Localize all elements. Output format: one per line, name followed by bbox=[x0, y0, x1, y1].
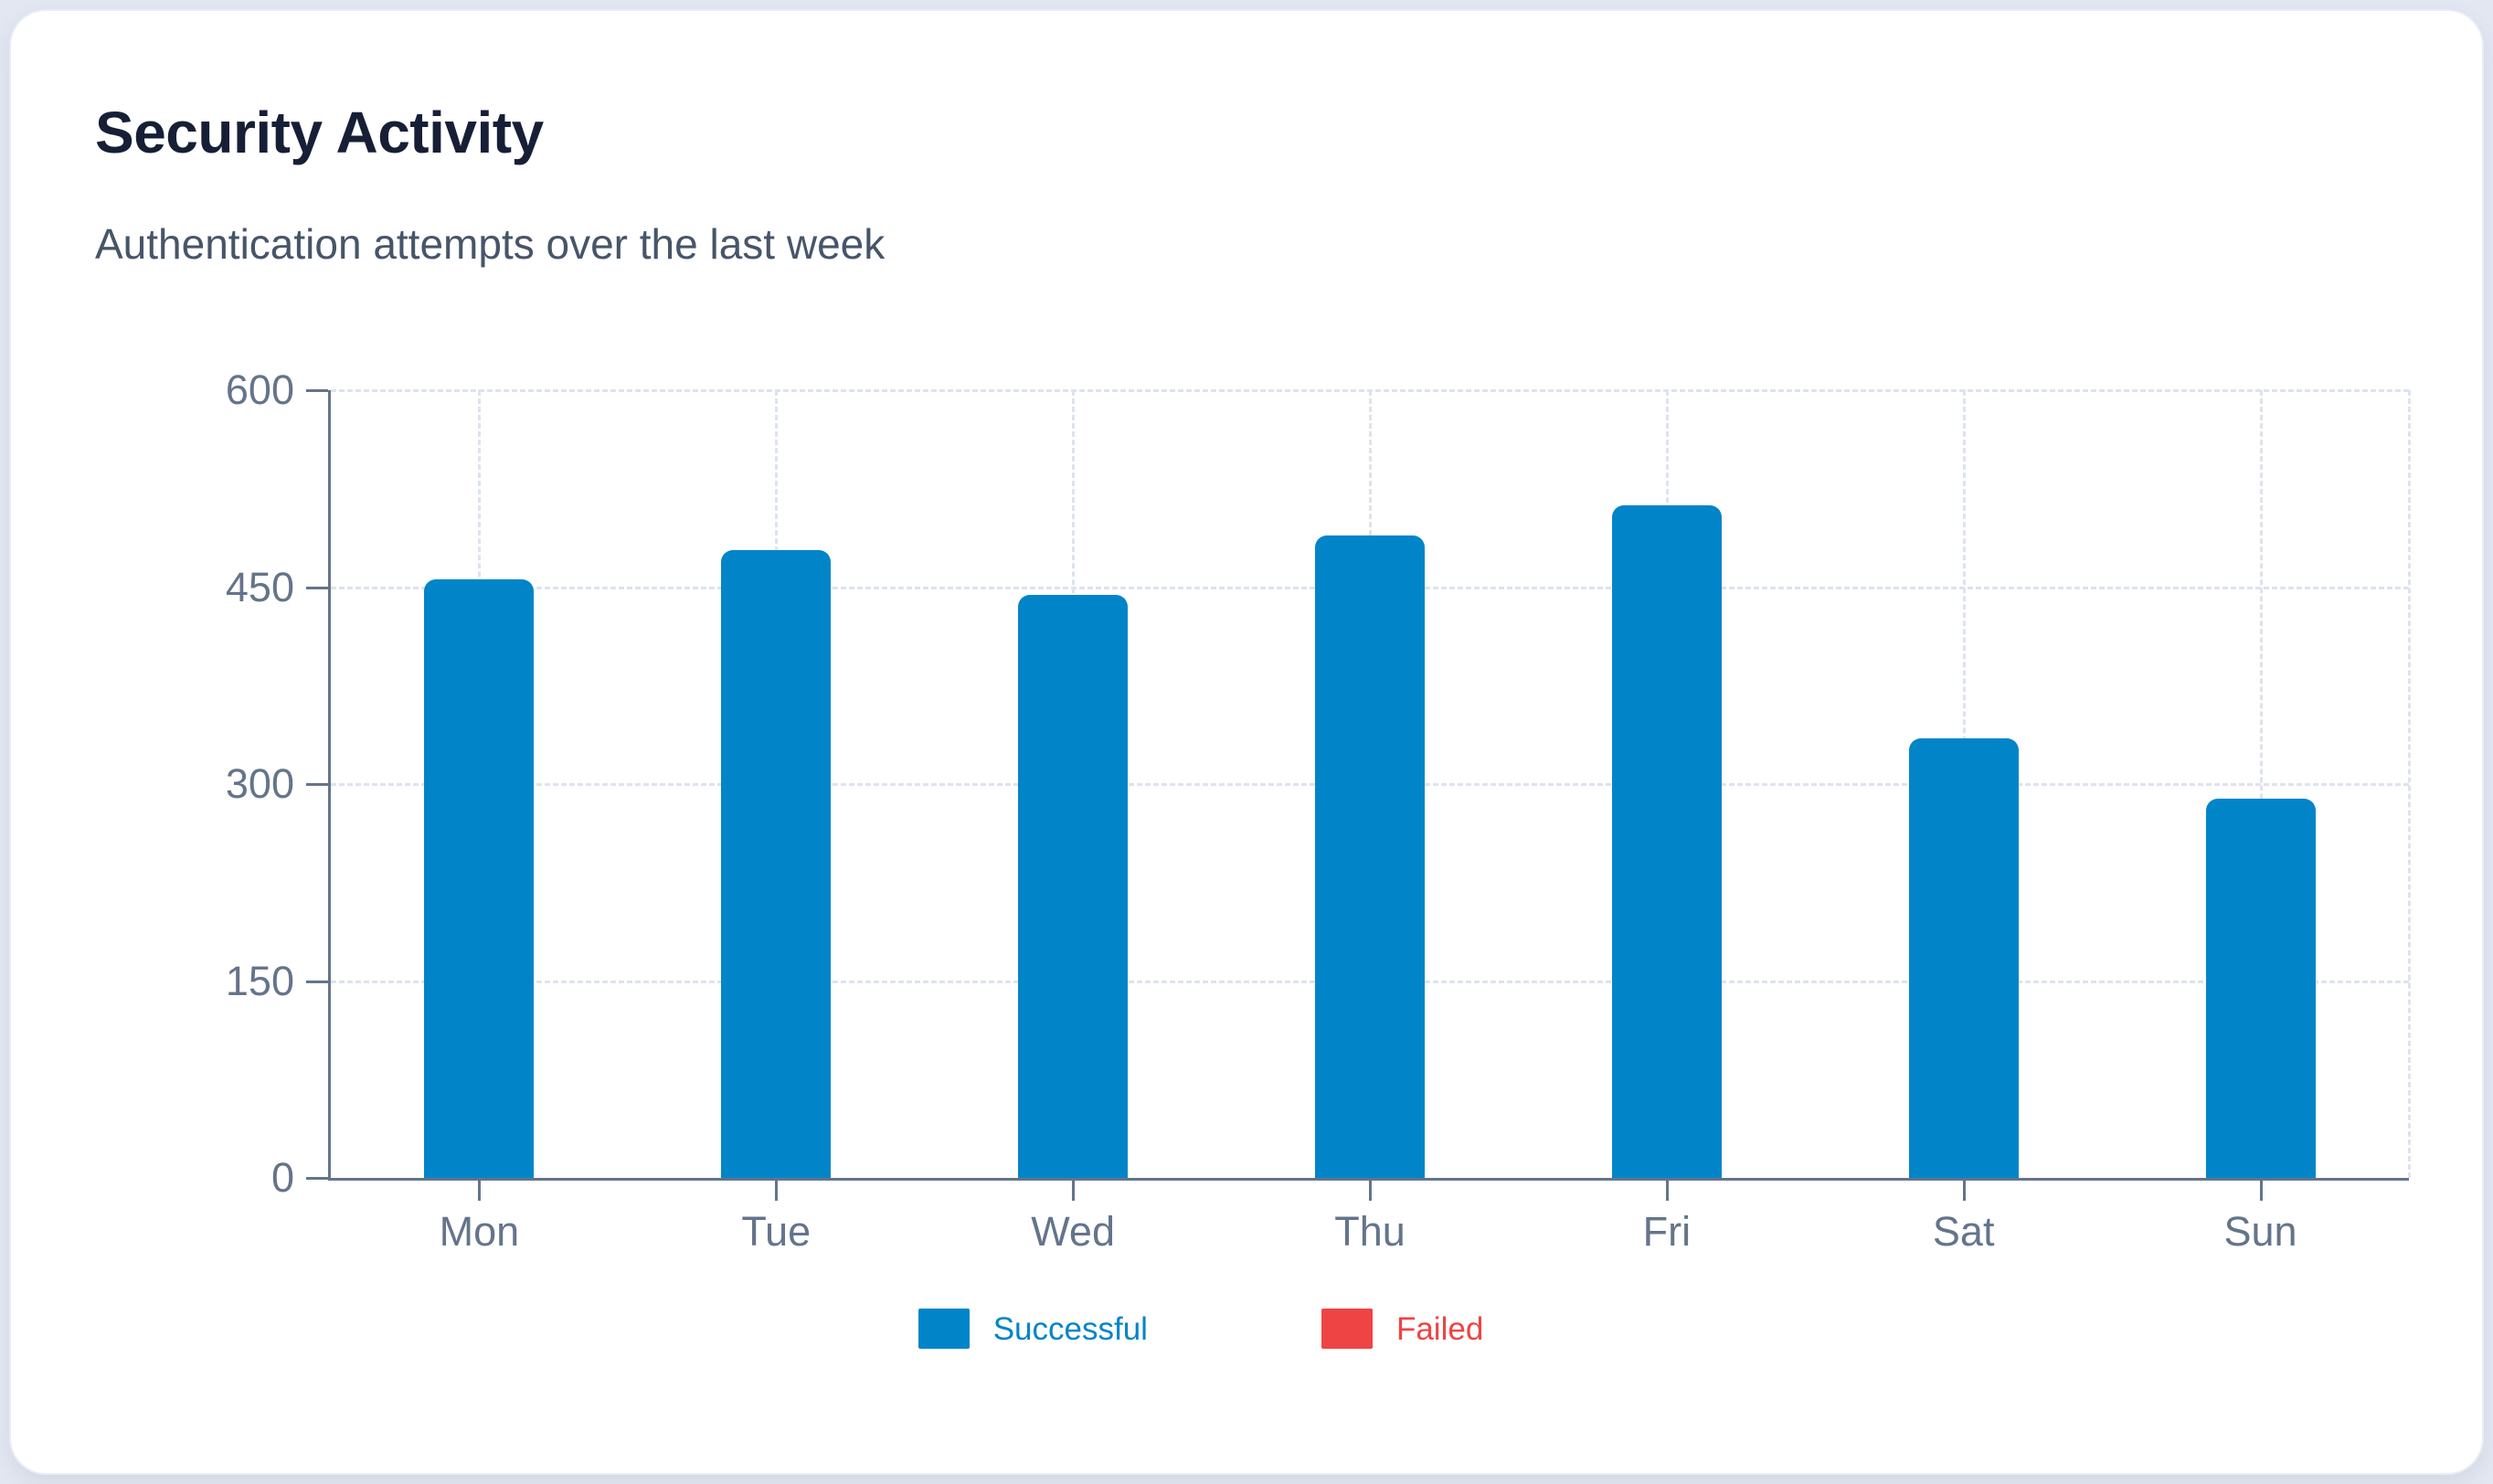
x-axis-tick bbox=[1072, 1181, 1076, 1201]
y-axis-tick bbox=[306, 783, 328, 786]
y-axis-line bbox=[328, 390, 331, 1181]
x-axis-tick bbox=[775, 1181, 779, 1201]
legend-swatch-failed bbox=[1321, 1309, 1373, 1349]
x-axis-tick bbox=[2259, 1181, 2263, 1201]
y-axis-tick bbox=[306, 389, 328, 392]
y-axis-tick-label: 600 bbox=[225, 366, 294, 413]
bar-wed[interactable] bbox=[1018, 595, 1129, 1178]
x-axis-tick-label: Tue bbox=[741, 1208, 812, 1255]
bar-mon[interactable] bbox=[424, 578, 535, 1178]
bar-tue[interactable] bbox=[721, 550, 832, 1178]
x-axis-tick bbox=[478, 1181, 482, 1201]
legend-item-successful: Successful bbox=[918, 1309, 1148, 1349]
bar-chart: 0 150 300 450 600 Mon Tue Wed Thu Fri Sat Sun bbox=[11, 11, 2482, 1473]
x-axis-line bbox=[328, 1178, 2409, 1181]
x-axis-tick-label: Sat bbox=[1932, 1208, 1995, 1255]
x-axis-tick-label: Fri bbox=[1642, 1208, 1692, 1255]
bar-sat[interactable] bbox=[1908, 737, 2019, 1178]
gridline-vertical bbox=[2408, 390, 2411, 1178]
x-axis-tick-label: Mon bbox=[439, 1208, 520, 1255]
security-activity-card: Security Activity Authentication attempt… bbox=[9, 9, 2484, 1475]
legend-item-failed: Failed bbox=[1321, 1309, 1483, 1349]
card-subtitle: Authentication attempts over the last we… bbox=[95, 220, 886, 268]
y-axis-tick-label: 0 bbox=[271, 1154, 294, 1201]
y-axis-tick bbox=[306, 1177, 328, 1180]
y-axis-tick-label: 300 bbox=[225, 760, 294, 807]
legend-label: Failed bbox=[1395, 1310, 1484, 1347]
x-axis-tick-label: Sun bbox=[2223, 1208, 2297, 1255]
y-axis-tick-label: 150 bbox=[225, 957, 294, 1004]
x-axis-tick bbox=[1665, 1181, 1669, 1201]
card-title: Security Activity bbox=[95, 100, 544, 165]
chart-legend: Successful Failed bbox=[0, 1309, 2436, 1349]
bar-thu[interactable] bbox=[1315, 535, 1425, 1178]
bar-sun[interactable] bbox=[2205, 798, 2316, 1178]
y-axis-tick-label: 450 bbox=[225, 563, 294, 610]
x-axis-tick bbox=[1962, 1181, 1966, 1201]
legend-swatch-successful bbox=[918, 1309, 970, 1349]
x-axis-tick bbox=[1369, 1181, 1372, 1201]
x-axis-tick-label: Wed bbox=[1031, 1208, 1115, 1255]
y-axis-tick bbox=[306, 586, 328, 589]
bar-fri[interactable] bbox=[1611, 505, 1722, 1178]
legend-label: Successful bbox=[992, 1310, 1148, 1347]
gridline-vertical bbox=[2259, 390, 2263, 1178]
y-axis-tick bbox=[306, 980, 328, 983]
x-axis-tick-label: Thu bbox=[1334, 1208, 1406, 1255]
